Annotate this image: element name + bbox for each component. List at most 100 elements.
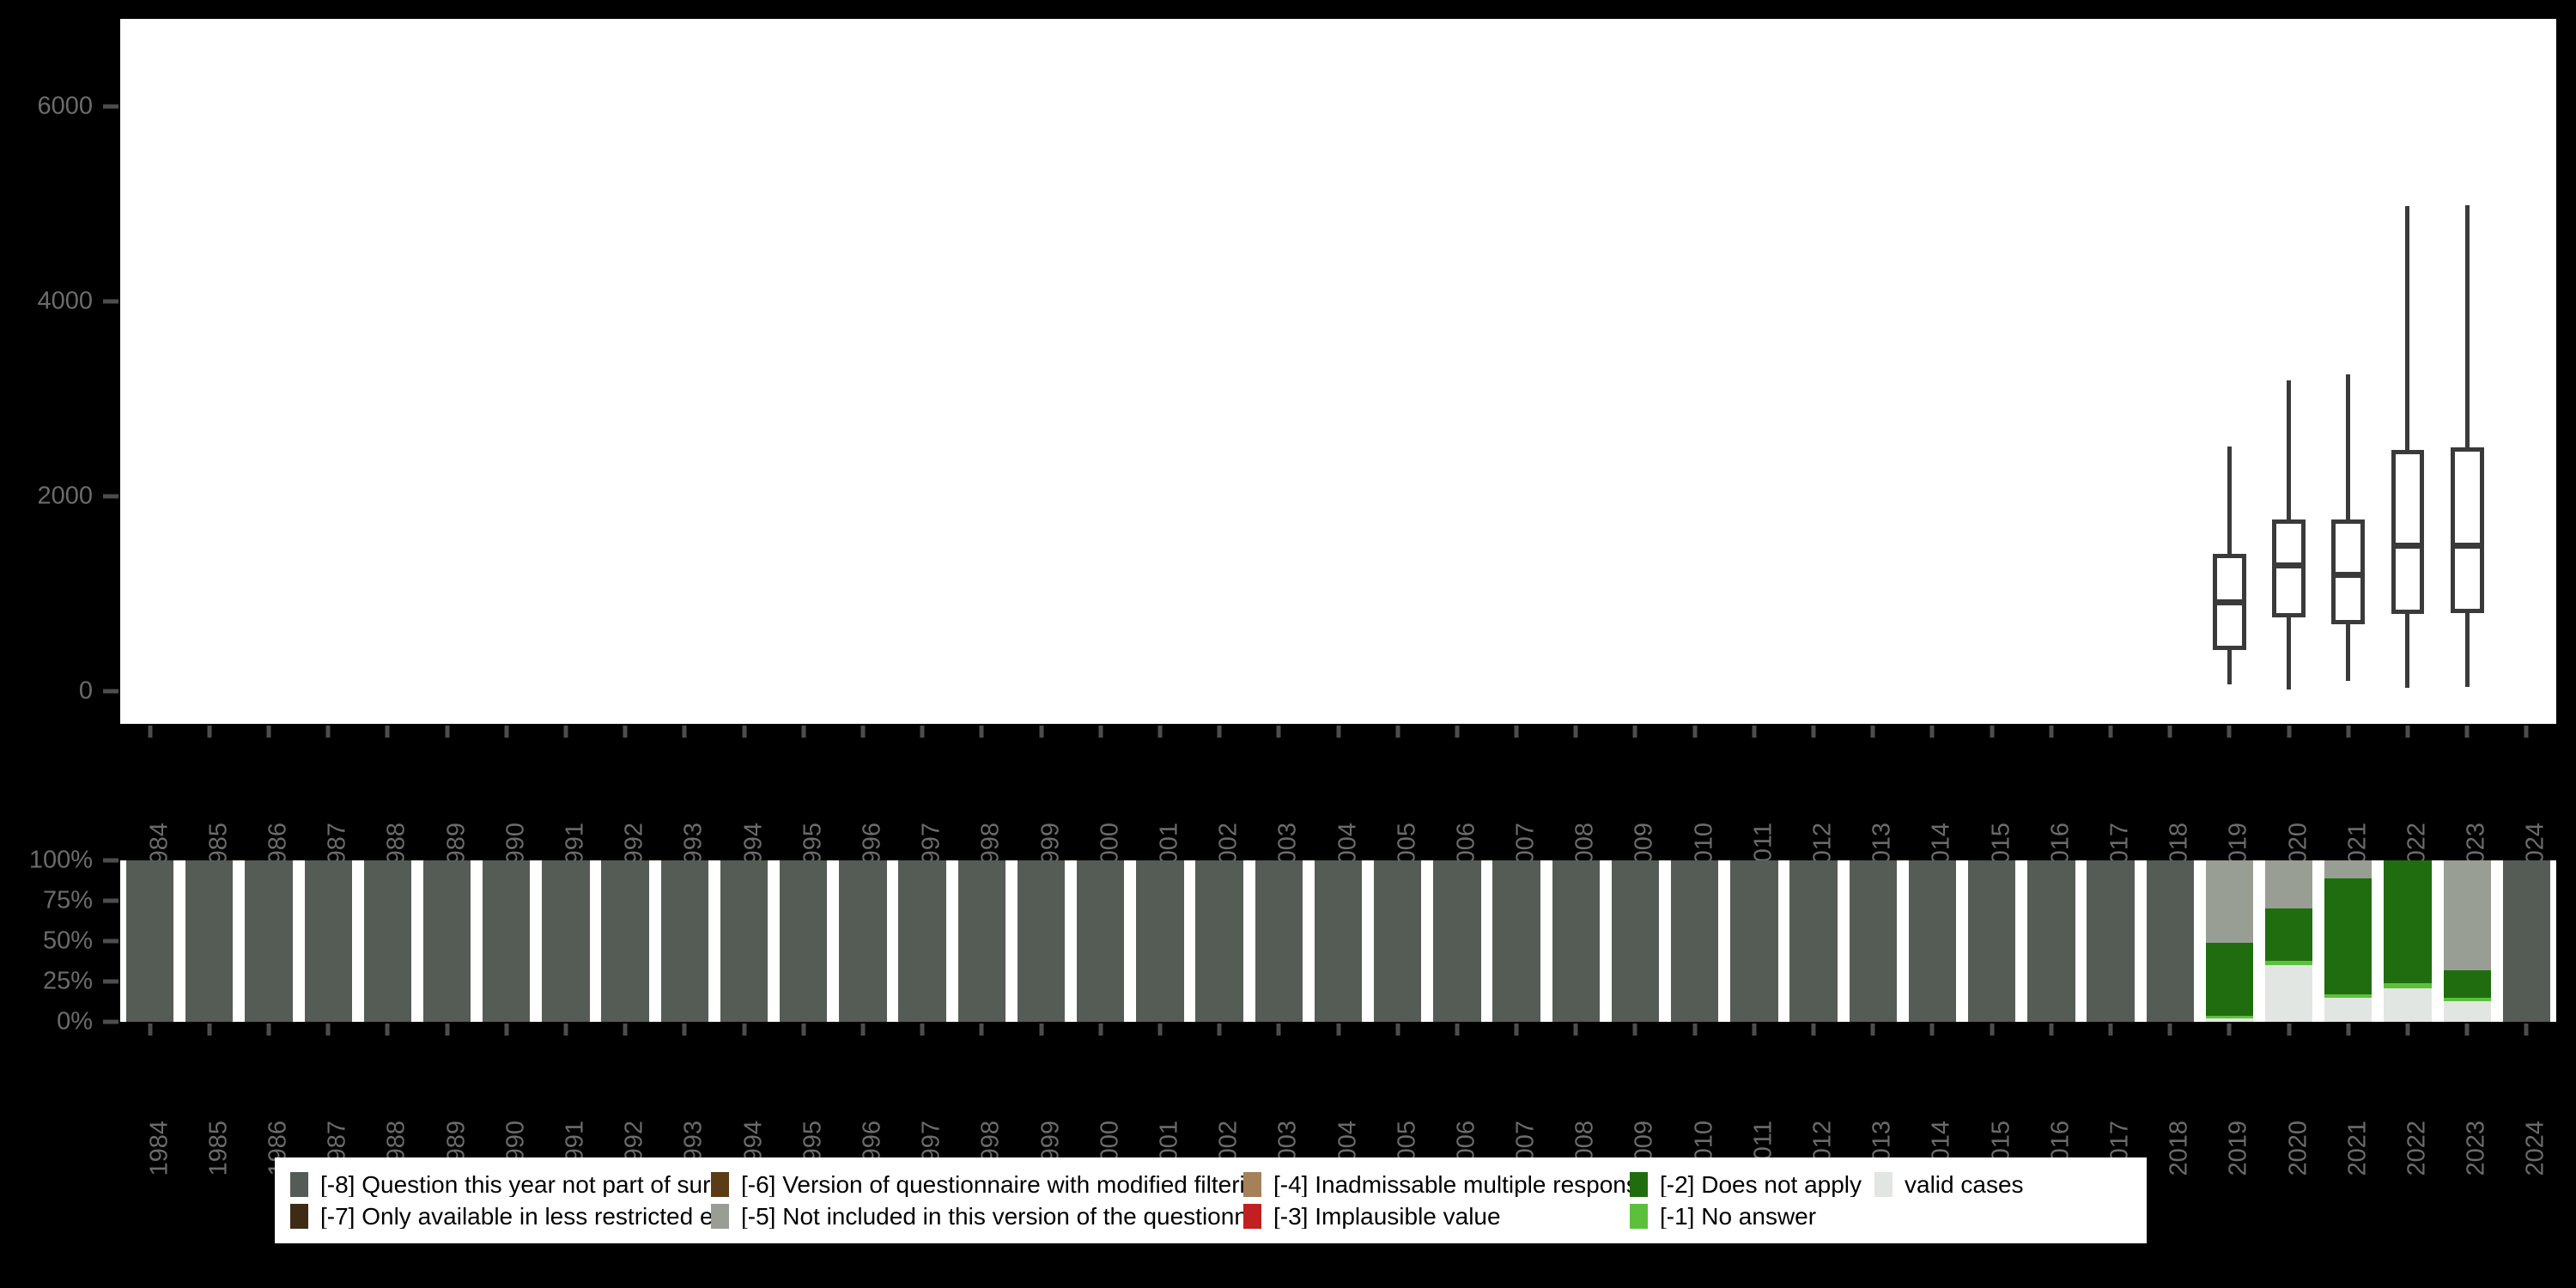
stacked-bar-1986	[245, 860, 293, 1022]
boxplot-x-tick-mark	[1336, 726, 1340, 738]
stacked-bar-1995	[780, 860, 828, 1022]
stacked-bar-segment--8	[660, 860, 709, 1022]
stacked-bar-segment--8	[1374, 860, 1422, 1022]
boxplot-box-2019	[2213, 19, 2246, 724]
stacked-bar-2019	[2205, 860, 2254, 1022]
boxplot-box-2021	[2331, 19, 2366, 724]
stacked-bar-2010	[1670, 860, 1719, 1022]
legend-label--5: [-5] Not included in this version of the…	[741, 1204, 1243, 1229]
stacked-bar-1999	[1017, 860, 1066, 1022]
boxplot-iqr-rect	[2391, 449, 2425, 615]
stacked-bar-2011	[1730, 860, 1778, 1022]
stacked-bar-segment--8	[720, 860, 769, 1022]
stacked-bar-segment--8	[542, 860, 590, 1022]
stacked-bar-y-tick-label: 0%	[57, 1007, 93, 1036]
stacked-bar-x-tick-mark	[623, 1024, 628, 1036]
legend-label-valid: valid cases	[1905, 1172, 2024, 1197]
legend-item--7[interactable]: [-7] Only available in less restricted e…	[290, 1204, 711, 1229]
legend-swatch-icon--3	[1243, 1204, 1261, 1229]
stacked-bar-1985	[185, 860, 234, 1022]
stacked-bar-2008	[1552, 860, 1600, 1022]
boxplot-x-tick-mark	[1692, 726, 1698, 738]
boxplot-x-tick-mark	[2524, 726, 2529, 738]
legend-label--1: [-1] No answer	[1660, 1204, 1817, 1229]
stacked-bar-1989	[422, 860, 471, 1022]
stacked-bar-segment--8	[1433, 860, 1481, 1022]
legend-label--2: [-2] Does not apply	[1660, 1172, 1862, 1197]
legend-item--5[interactable]: [-5] Not included in this version of the…	[711, 1204, 1243, 1229]
stacked-bar-2023	[2443, 860, 2491, 1022]
stacked-bar-x-tick-label-2022: 2022	[2403, 1121, 2431, 1176]
boxplot-x-tick-mark	[801, 726, 806, 738]
stacked-bar-1987	[304, 860, 352, 1022]
stacked-bar-segment--2	[2384, 860, 2432, 983]
stacked-bar-segment--2	[2443, 969, 2491, 998]
stacked-bar-x-tick-mark	[1752, 1024, 1757, 1036]
stacked-bar-y-tick-label: 75%	[42, 886, 93, 914]
stacked-bar-1994	[720, 860, 769, 1022]
stacked-bar-2003	[1255, 860, 1303, 1022]
stacked-bar-segment--1	[2324, 994, 2372, 998]
boxplot-box-2022	[2391, 19, 2425, 724]
legend-label--7: [-7] Only available in less restricted e…	[320, 1204, 711, 1229]
boxplot-x-tick-mark	[920, 726, 925, 738]
stacked-bar-x-tick-label-2019: 2019	[2224, 1121, 2252, 1176]
stacked-bar-segment--5	[2205, 860, 2254, 943]
boxplot-x-tick-mark	[1811, 726, 1816, 738]
stacked-bar-1992	[601, 860, 649, 1022]
boxplot-upper-whisker	[2287, 380, 2292, 520]
boxplot-x-tick-mark	[1573, 726, 1578, 738]
legend-item--8[interactable]: [-8] Question this year not part of surv…	[290, 1172, 711, 1197]
stacked-bar-segment-valid	[2264, 965, 2313, 1022]
legend-item-valid[interactable]: valid cases	[1874, 1172, 2072, 1197]
stacked-bar-segment-valid	[2205, 1018, 2254, 1022]
stacked-bar-2024	[2502, 860, 2551, 1022]
boxplot-y-tick-label: 4000	[37, 287, 93, 315]
stacked-bar-panel	[120, 860, 2556, 1022]
boxplot-x-tick-mark	[1514, 726, 1519, 738]
stacked-bar-x-tick-mark	[1514, 1024, 1519, 1036]
stacked-bar-y-tick-label: 25%	[42, 967, 93, 995]
stacked-bar-2012	[1789, 860, 1838, 1022]
legend-label--4: [-4] Inadmissable multiple response	[1273, 1172, 1630, 1197]
stacked-bar-2018	[2146, 860, 2194, 1022]
stacked-bar-segment-valid	[2384, 987, 2432, 1022]
stacked-bar-segment--8	[245, 860, 293, 1022]
legend-item--1[interactable]: [-1] No answer	[1630, 1204, 1874, 1229]
stacked-bar-x-tick-mark	[2287, 1024, 2292, 1036]
stacked-bar-x-tick-mark	[1039, 1024, 1044, 1036]
stacked-bar-segment--8	[1195, 860, 1243, 1022]
legend-swatch-icon--6	[711, 1172, 729, 1197]
stacked-bar-segment--8	[304, 860, 352, 1022]
boxplot-x-tick-mark	[385, 726, 390, 738]
stacked-bar-x-tick-mark	[2346, 1024, 2351, 1036]
boxplot-iqr-rect	[2331, 519, 2366, 624]
stacked-bar-x-tick-mark	[1870, 1024, 1875, 1036]
stacked-bar-segment-valid	[2443, 1000, 2491, 1022]
stacked-bar-segment--8	[1670, 860, 1719, 1022]
stacked-bar-y-tick-label: 100%	[28, 846, 93, 874]
boxplot-x-tick-mark	[207, 726, 212, 738]
stacked-bar-1996	[839, 860, 887, 1022]
boxplot-x-tick-mark	[563, 726, 568, 738]
boxplot-x-tick-mark	[623, 726, 628, 738]
legend-item--6[interactable]: [-6] Version of questionnaire with modif…	[711, 1172, 1243, 1197]
legend-item--2[interactable]: [-2] Does not apply	[1630, 1172, 1874, 1197]
stacked-bar-x-tick-mark	[445, 1024, 450, 1036]
boxplot-x-tick-mark	[1870, 726, 1875, 738]
stacked-bar-x-tick-mark	[2167, 1024, 2172, 1036]
stacked-bar-segment--8	[2087, 860, 2135, 1022]
stacked-bar-1993	[660, 860, 709, 1022]
legend-item--3[interactable]: [-3] Implausible value	[1243, 1204, 1630, 1229]
boxplot-x-tick-mark	[1395, 726, 1400, 738]
stacked-bar-x-tick-label-2021: 2021	[2343, 1121, 2372, 1176]
stacked-bar-x-tick-label-1984: 1984	[145, 1121, 173, 1176]
stacked-bar-x-tick-label-1985: 1985	[204, 1121, 233, 1176]
stacked-bar-x-tick-mark	[2108, 1024, 2113, 1036]
stacked-bar-segment--1	[2384, 982, 2432, 988]
boxplot-x-tick-mark	[2108, 726, 2113, 738]
stacked-bar-segment--2	[2264, 908, 2313, 961]
legend-item--4[interactable]: [-4] Inadmissable multiple response	[1243, 1172, 1630, 1197]
stacked-bar-segment--8	[1908, 860, 1957, 1022]
stacked-bar-segment--8	[1017, 860, 1066, 1022]
